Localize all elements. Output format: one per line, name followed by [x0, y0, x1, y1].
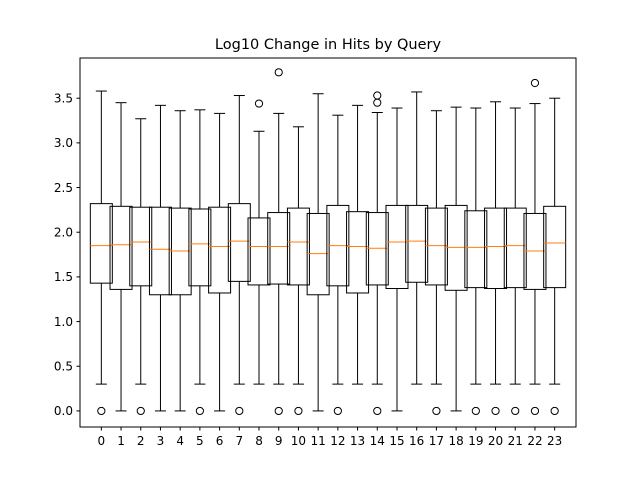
x-axis: 0 1 2 3 4 5 6 7 8 9 10 11 12 13 14 15 16 17 18 19 20 21 22 23 [98, 427, 562, 448]
flier-point [530, 406, 540, 416]
x-tick-label: 3 [157, 434, 165, 448]
flier-point [97, 406, 106, 416]
box-20 [484, 101, 508, 416]
flier-point [373, 98, 382, 107]
x-tick-label: 6 [216, 434, 224, 448]
box-22 [523, 78, 547, 416]
chart-title: Log10 Change in Hits by Query [215, 37, 442, 53]
flier-point [550, 406, 559, 416]
flier-point [333, 406, 342, 416]
x-tick-label: 19 [468, 434, 483, 448]
box-8 [247, 99, 271, 385]
x-tick-label: 15 [389, 434, 404, 448]
box-body [484, 207, 508, 290]
y-tick-label: 0.5 [54, 360, 73, 374]
x-tick-label: 22 [527, 434, 542, 448]
box-6 [208, 112, 232, 412]
box-3 [148, 104, 172, 412]
box-body [543, 205, 567, 289]
box-9 [267, 68, 291, 416]
box-body [464, 210, 488, 289]
flier-point [373, 91, 382, 100]
box-19 [464, 107, 488, 416]
box-14 [365, 91, 389, 416]
box-body [227, 203, 251, 282]
x-tick-label: 10 [291, 434, 306, 448]
flier-point [373, 406, 382, 416]
flier-point [274, 68, 283, 77]
box-1 [109, 102, 133, 412]
x-tick-label: 23 [547, 434, 562, 448]
y-axis: 0.0 0.5 1.0 1.5 2.0 2.5 3.0 3.5 [54, 92, 80, 418]
x-tick-label: 20 [488, 434, 503, 448]
x-tick-label: 18 [448, 434, 463, 448]
box-body [188, 208, 212, 287]
flier-point [294, 406, 303, 416]
box-4 [168, 110, 192, 412]
flier-point [136, 406, 145, 416]
box-body [346, 211, 370, 294]
box-body [148, 206, 172, 296]
flier-point [235, 406, 244, 416]
box-0 [89, 90, 113, 416]
y-tick-label: 2.5 [54, 181, 73, 195]
box-23 [543, 97, 567, 416]
x-tick-label: 17 [429, 434, 444, 448]
box-body [208, 206, 232, 294]
y-tick-label: 2.0 [54, 226, 73, 240]
axes-frame [79, 57, 577, 428]
box-body [89, 203, 113, 284]
box-13 [346, 104, 370, 385]
box-16 [405, 91, 429, 385]
flier-point [254, 99, 264, 108]
x-tick-label: 9 [275, 434, 283, 448]
flier-point [432, 406, 441, 416]
x-tick-label: 4 [176, 434, 184, 448]
box-15 [385, 107, 409, 412]
x-tick-label: 8 [255, 434, 263, 448]
x-tick-label: 0 [98, 434, 106, 448]
box-7 [227, 95, 251, 416]
x-tick-label: 5 [196, 434, 204, 448]
y-tick-label: 1.5 [54, 270, 73, 284]
box-body [247, 217, 271, 286]
box-5 [188, 109, 212, 416]
x-tick-label: 7 [235, 434, 243, 448]
box-18 [444, 106, 468, 412]
plot-area [89, 68, 567, 416]
y-tick-label: 3.0 [54, 136, 73, 150]
box-11 [306, 93, 330, 412]
box-body [129, 206, 153, 287]
x-tick-label: 11 [311, 434, 326, 448]
x-tick-label: 13 [350, 434, 365, 448]
box-body [267, 212, 291, 285]
box-body [424, 207, 448, 286]
x-tick-label: 2 [137, 434, 145, 448]
x-tick-label: 21 [508, 434, 523, 448]
x-tick-label: 1 [117, 434, 125, 448]
box-21 [503, 107, 527, 416]
box-body [109, 205, 133, 290]
y-tick-label: 1.0 [54, 315, 73, 329]
box-17 [424, 110, 448, 416]
flier-point [511, 406, 520, 416]
flier-point [195, 406, 204, 416]
box-body [385, 204, 409, 290]
box-10 [286, 126, 310, 416]
y-tick-label: 0.0 [54, 404, 73, 418]
x-tick-label: 12 [330, 434, 345, 448]
y-tick-label: 3.5 [54, 92, 73, 106]
box-12 [326, 114, 350, 416]
flier-point [471, 406, 480, 416]
box-body [286, 207, 310, 286]
x-tick-label: 16 [409, 434, 424, 448]
flier-point [491, 406, 500, 416]
flier-point [530, 78, 540, 88]
box-body [503, 207, 527, 289]
box-body [405, 204, 429, 283]
flier-point [274, 406, 283, 416]
box-2 [129, 118, 153, 416]
x-tick-label: 14 [370, 434, 385, 448]
